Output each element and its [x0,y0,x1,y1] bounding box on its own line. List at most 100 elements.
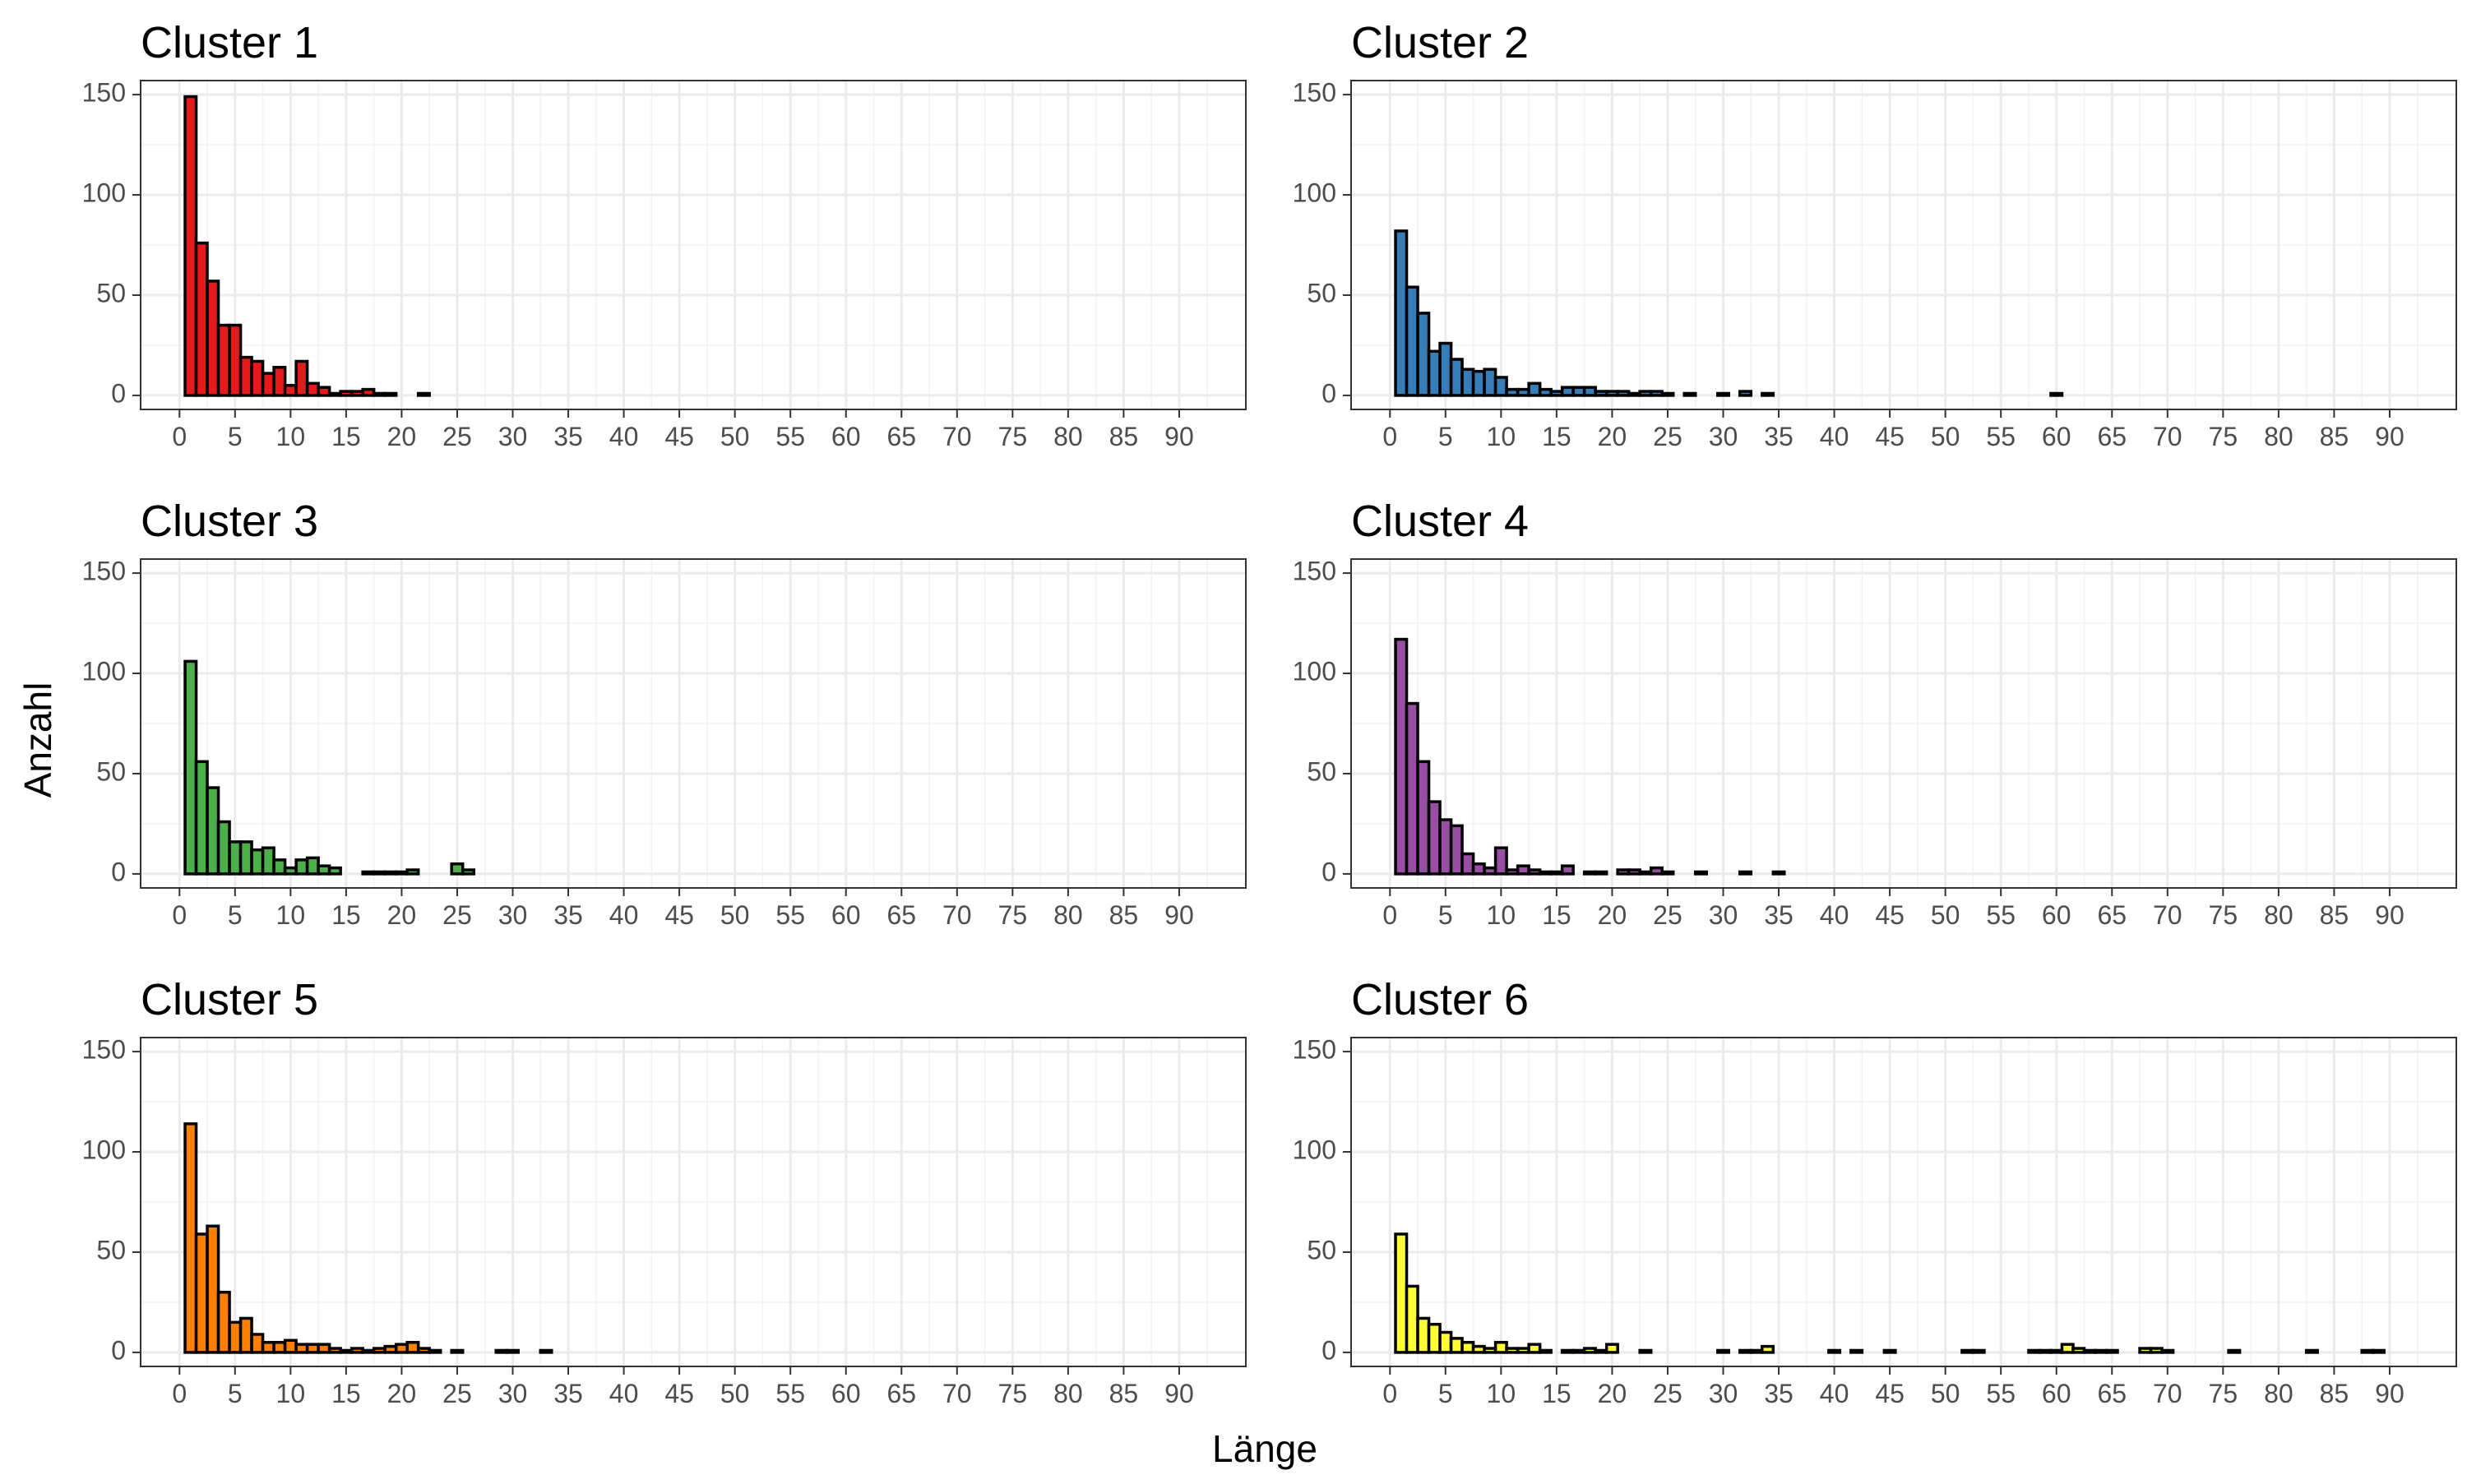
histogram-bar [2038,1348,2053,1354]
histogram-bar [1738,390,1753,397]
x-tick-label: 70 [942,422,972,451]
histogram-bar [1582,1347,1597,1354]
histogram-bar [361,1348,376,1354]
histogram-bar [2149,1347,2164,1354]
x-tick-label: 70 [942,1379,972,1408]
x-tick-label: 15 [331,900,361,930]
histogram-bar [1394,637,1409,876]
histogram-bar [1560,386,1575,397]
x-tick-label: 85 [1109,900,1139,930]
histogram-bar [1538,1348,1553,1354]
histogram-bar [250,848,265,876]
histogram-bar [1416,1316,1431,1354]
x-tick-label: 80 [1053,422,1083,451]
y-tick-label: 100 [1293,656,1336,686]
histogram-bar [216,820,231,876]
plot-area [1351,1038,2456,1366]
x-tick-label: 85 [1109,1379,1139,1408]
histogram-bar [183,659,198,876]
x-tick-label: 40 [1820,1379,1849,1408]
histogram-bar [317,864,331,876]
x-tick-label: 50 [720,422,750,451]
x-tick-label: 40 [609,422,639,451]
histogram-bar [372,870,386,876]
x-tick-label: 15 [1542,422,1571,451]
y-tick-label: 50 [1307,278,1336,307]
histogram-bar [1549,390,1564,397]
histogram-bar [206,280,220,397]
histogram-bar [1627,391,1641,397]
x-tick-label: 65 [886,1379,916,1408]
histogram-bar [1527,381,1542,397]
histogram-bar [1394,1232,1409,1354]
histogram-bar [238,1316,253,1354]
histogram-bar [1960,1348,1975,1354]
x-tick-label: 20 [1598,900,1627,930]
x-tick-label: 55 [775,422,805,451]
histogram-bar [1394,229,1409,397]
histogram-bar [294,359,309,397]
histogram-bar [1538,387,1553,397]
x-tick-label: 60 [2042,422,2071,451]
y-axis-title: Anzahl [16,682,59,798]
x-tick-label: 65 [2097,1379,2127,1408]
histogram-bar [283,866,298,876]
histogram-bar [261,1340,275,1354]
y-tick-label: 50 [1307,756,1336,786]
x-tick-label: 65 [886,900,916,930]
histogram-bar [1527,1343,1542,1354]
panel-border [140,558,1247,889]
x-tick-label: 80 [2264,900,2293,930]
x-tick-label: 75 [998,422,1028,451]
histogram-bar [1516,1347,1530,1354]
histogram-bar [1660,870,1675,876]
histogram-bar [394,870,409,876]
histogram-bar [2094,1348,2108,1354]
histogram-bar [1882,1348,1897,1354]
histogram-bar [1715,1348,1731,1354]
x-tick-label: 50 [720,900,750,930]
histogram-bar [305,381,320,397]
histogram-bar [383,391,398,397]
x-tick-label: 5 [1438,422,1453,451]
x-tick-label: 70 [2153,1379,2182,1408]
histogram-bar [1493,376,1508,397]
histogram-bar [1682,391,1697,397]
plot-area [1351,559,2456,888]
x-tick-label: 55 [775,900,805,930]
histogram-bar [327,1347,342,1354]
histogram-bar [1649,390,1664,397]
x-tick-label: 0 [172,1379,187,1408]
x-tick-label: 10 [276,1379,306,1408]
x-axis-title: Länge [1212,1427,1317,1470]
x-tick-label: 55 [1986,422,2016,451]
x-tick-label: 75 [2209,900,2238,930]
x-tick-label: 70 [942,900,972,930]
histogram-bar [1416,312,1431,397]
x-tick-label: 20 [387,900,417,930]
x-tick-label: 90 [1164,1379,1194,1408]
histogram-bar [1449,1337,1464,1354]
x-tick-label: 65 [2097,900,2127,930]
panel-4: Cluster 4 0 50 100 150 0 5 10 15 20 25 30 35 40 45 50 55… [1293,497,2457,930]
x-tick-label: 75 [2209,422,2238,451]
histogram-bar [450,1348,465,1354]
x-tick-label: 20 [387,422,417,451]
y-tick-label: 100 [82,656,126,686]
histogram-bar [183,95,198,397]
x-tick-label: 5 [1438,1379,1453,1408]
x-tick-label: 30 [498,422,528,451]
panel-3: Cluster 3 0 50 100 150 0 5 10 15 20 25 30 35 40 45 50 55… [82,497,1247,930]
x-tick-label: 0 [1382,422,1397,451]
x-tick-label: 10 [276,422,306,451]
histogram-bar [405,1340,420,1354]
x-tick-label: 35 [553,1379,583,1408]
histogram-bar [372,391,386,397]
x-tick-label: 60 [2042,900,2071,930]
histogram-bar [1405,1284,1419,1354]
histogram-bar [1827,1348,1842,1354]
x-tick-label: 55 [775,1379,805,1408]
x-tick-label: 50 [1931,422,1960,451]
x-tick-label: 0 [1382,1379,1397,1408]
